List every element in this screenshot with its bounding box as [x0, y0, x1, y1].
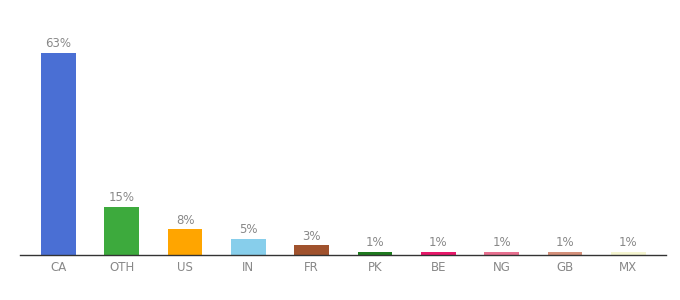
- Text: 63%: 63%: [46, 37, 71, 50]
- Text: 3%: 3%: [303, 230, 321, 243]
- Text: 1%: 1%: [429, 236, 447, 249]
- Text: 1%: 1%: [619, 236, 638, 249]
- Bar: [104, 207, 139, 255]
- Text: 1%: 1%: [492, 236, 511, 249]
- Bar: [231, 239, 266, 255]
- Bar: [358, 252, 392, 255]
- Bar: [294, 245, 329, 255]
- Bar: [41, 53, 75, 255]
- Text: 1%: 1%: [366, 236, 384, 249]
- Bar: [484, 252, 519, 255]
- Bar: [168, 229, 203, 255]
- Text: 5%: 5%: [239, 224, 258, 236]
- Bar: [547, 252, 583, 255]
- Bar: [611, 252, 646, 255]
- Text: 1%: 1%: [556, 236, 575, 249]
- Text: 15%: 15%: [109, 191, 135, 204]
- Text: 8%: 8%: [176, 214, 194, 227]
- Bar: [421, 252, 456, 255]
